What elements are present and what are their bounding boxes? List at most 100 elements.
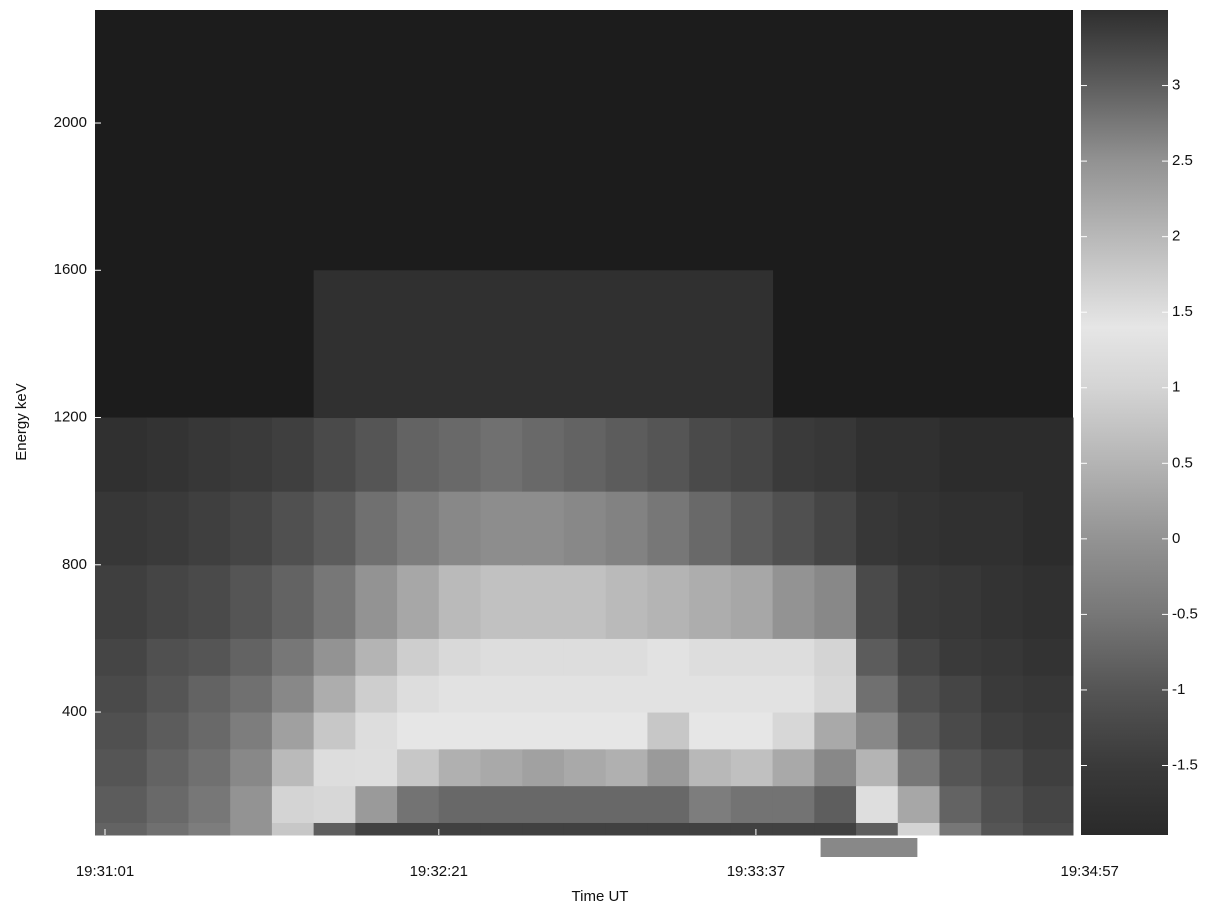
heatmap-cell xyxy=(564,749,606,786)
heatmap-cell xyxy=(314,270,356,418)
y-axis-label: Energy keV xyxy=(13,383,30,461)
heatmap-cell xyxy=(856,638,898,675)
colorbar-tick-label: 1.5 xyxy=(1172,303,1193,320)
heatmap-cell xyxy=(314,638,356,675)
heatmap-cell xyxy=(606,749,648,786)
heatmap-cell xyxy=(606,418,648,492)
heatmap-cell xyxy=(355,675,397,712)
heatmap-cell xyxy=(272,565,314,639)
heatmap-cell xyxy=(1023,491,1074,565)
heatmap-cell xyxy=(856,712,898,749)
heatmap-cell xyxy=(856,418,898,492)
heatmap-cell xyxy=(814,418,856,492)
heatmap-cell xyxy=(355,786,397,823)
colorbar-tick-label: -0.5 xyxy=(1172,605,1198,622)
heatmap-cell xyxy=(731,565,773,639)
heatmap-cell xyxy=(481,270,523,418)
heatmap-cell xyxy=(439,786,481,823)
heatmap-cell xyxy=(95,675,147,712)
heatmap-cell xyxy=(397,270,439,418)
heatmap-cell xyxy=(981,418,1023,492)
heatmap-cell xyxy=(439,675,481,712)
heatmap-cell xyxy=(814,822,856,835)
heatmap-cell xyxy=(230,675,272,712)
heatmap-cell xyxy=(272,712,314,749)
heatmap-cell xyxy=(939,675,981,712)
heatmap-cell xyxy=(355,418,397,492)
heatmap-cell xyxy=(481,638,523,675)
heatmap-cell xyxy=(522,270,564,418)
y-tick-label: 2000 xyxy=(54,114,87,131)
heatmap-cell xyxy=(355,749,397,786)
x-tick-label: 19:32:21 xyxy=(410,863,468,880)
heatmap-cell xyxy=(898,786,940,823)
heatmap-cell xyxy=(856,491,898,565)
heatmap-cell xyxy=(647,712,689,749)
heatmap-cell xyxy=(188,675,230,712)
heatmap-cell xyxy=(856,822,898,835)
heatmap-cell xyxy=(147,491,189,565)
colorbar-tick-label: -1 xyxy=(1172,681,1185,698)
heatmap-cell xyxy=(814,675,856,712)
heatmap-cell xyxy=(230,749,272,786)
heatmap-cell xyxy=(188,491,230,565)
heatmap-cell xyxy=(230,565,272,639)
heatmap-cell xyxy=(689,270,731,418)
heatmap-cell xyxy=(981,712,1023,749)
heatmap-cell xyxy=(95,418,147,492)
colorbar xyxy=(1081,10,1168,835)
heatmap-cell xyxy=(314,712,356,749)
heatmap-cell xyxy=(856,786,898,823)
heatmap-cell xyxy=(522,712,564,749)
heatmap-cell xyxy=(1023,565,1074,639)
heatmap-cell xyxy=(731,270,773,418)
heatmap-cell xyxy=(731,822,773,835)
heatmap-cell xyxy=(606,822,648,835)
heatmap-cell xyxy=(814,786,856,823)
heatmap-cell xyxy=(814,712,856,749)
heatmap-cell xyxy=(230,491,272,565)
colorbar-tick-label: 2.5 xyxy=(1172,152,1193,169)
heatmap-cell xyxy=(689,491,731,565)
heatmap-cell xyxy=(314,822,356,835)
heatmap-cell xyxy=(481,675,523,712)
heatmap-cell xyxy=(814,749,856,786)
heatmap-cell xyxy=(773,712,815,749)
heatmap-cell xyxy=(95,638,147,675)
heatmap-cell xyxy=(689,418,731,492)
heatmap-cell xyxy=(773,418,815,492)
heatmap-cell xyxy=(481,491,523,565)
heatmap-cell xyxy=(397,749,439,786)
heatmap-cell xyxy=(898,675,940,712)
heatmap-cell xyxy=(481,565,523,639)
x-tick-label: 19:31:01 xyxy=(76,863,134,880)
heatmap-cell xyxy=(898,749,940,786)
y-tick-label: 1200 xyxy=(54,408,87,425)
heatmap-cell xyxy=(1023,712,1074,749)
heatmap-cell xyxy=(898,565,940,639)
heatmap-cell xyxy=(898,638,940,675)
heatmap-cell xyxy=(95,786,147,823)
heatmap-cell xyxy=(314,418,356,492)
heatmap-cell xyxy=(439,712,481,749)
heatmap-cell xyxy=(397,565,439,639)
heatmap-cell xyxy=(939,638,981,675)
heatmap-cell xyxy=(188,638,230,675)
heatmap-cell xyxy=(939,786,981,823)
heatmap-cell xyxy=(439,822,481,835)
heatmap-cell xyxy=(1023,822,1074,835)
heatmap-cell xyxy=(188,786,230,823)
heatmap-cell xyxy=(564,418,606,492)
heatmap-cell xyxy=(522,638,564,675)
heatmap-cell xyxy=(481,749,523,786)
heatmap-cell xyxy=(147,712,189,749)
heatmap-cell xyxy=(439,491,481,565)
heatmap-cell xyxy=(981,675,1023,712)
heatmap-cell xyxy=(1023,638,1074,675)
heatmap-cell xyxy=(898,491,940,565)
heatmap-cell xyxy=(773,675,815,712)
heatmap-cell xyxy=(397,491,439,565)
heatmap-cell xyxy=(522,491,564,565)
heatmap-cell xyxy=(564,638,606,675)
highlight-interval xyxy=(821,838,918,857)
